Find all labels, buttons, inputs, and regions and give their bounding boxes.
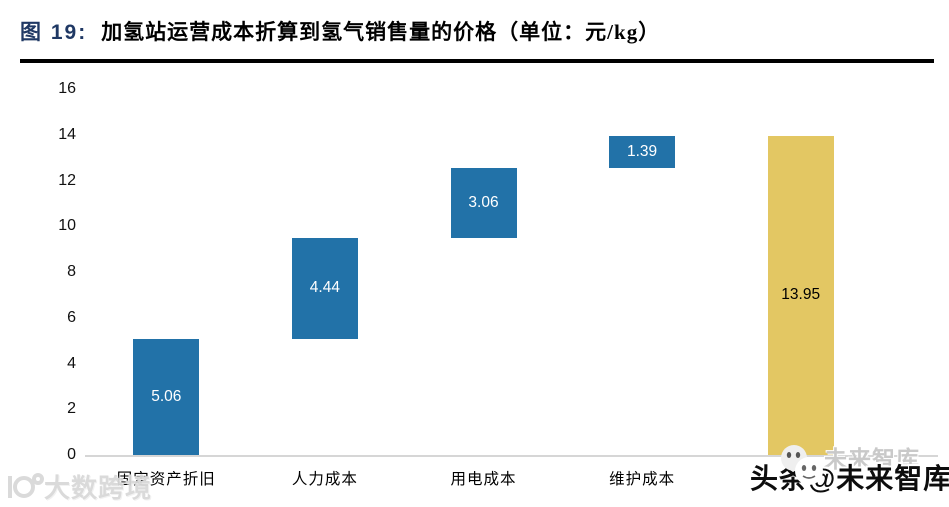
bar-value-label: 1.39 [627, 142, 658, 160]
watermark-bottom-left: 大数跨境 [4, 468, 152, 505]
watermark-right-label: 头条@未来智库 [750, 463, 949, 494]
watermark-ghost-label: 未来智库 [824, 446, 920, 472]
y-tick-label: 10 [58, 217, 76, 235]
x-category-label: 用电成本 [450, 471, 517, 488]
waterfall-bar: 13.95 [767, 135, 834, 455]
y-tick-label: 0 [67, 446, 76, 463]
figure-header: 图 19: 加氢站运营成本折算到氢气销售量的价格（单位：元/kg） [20, 16, 934, 52]
y-tick-label: 4 [67, 354, 76, 372]
dashukuajing-logo-icon [8, 472, 44, 498]
bar-value-label: 13.95 [781, 286, 821, 304]
x-category-label: 固定资产折旧 [116, 471, 216, 488]
title-divider [20, 59, 934, 63]
y-tick-label: 2 [67, 400, 76, 418]
bar-value-label: 3.06 [468, 193, 499, 211]
y-tick-label: 16 [58, 80, 76, 97]
smiley-faces-icon [781, 445, 823, 485]
page-title: 加氢站运营成本折算到氢气销售量的价格（单位：元/kg） [101, 20, 661, 44]
figure-number-label: 图 19: [20, 21, 88, 44]
watermark-left-label: 大数跨境 [44, 473, 153, 503]
bar-value-label: 4.44 [309, 279, 340, 297]
waterfall-bar: 1.39 [609, 135, 676, 168]
y-tick-label: 14 [58, 125, 76, 143]
waterfall-bar: 5.06 [133, 339, 200, 455]
waterfall-chart: 0 2 4 6 8 10 12 14 16 5.06 4.44 3.06 1.39 13.95 固定资产… [0, 66, 949, 507]
y-tick-label: 12 [58, 171, 76, 189]
x-category-label: 人力成本 [291, 471, 358, 488]
waterfall-bar: 4.44 [291, 237, 358, 340]
x-category-label: 维护成本 [609, 471, 676, 488]
bar-value-label: 5.06 [151, 388, 182, 406]
waterfall-bar: 3.06 [450, 167, 517, 238]
y-tick-label: 8 [67, 263, 76, 280]
x-axis-line [85, 455, 938, 457]
y-tick-label: 6 [67, 308, 76, 326]
